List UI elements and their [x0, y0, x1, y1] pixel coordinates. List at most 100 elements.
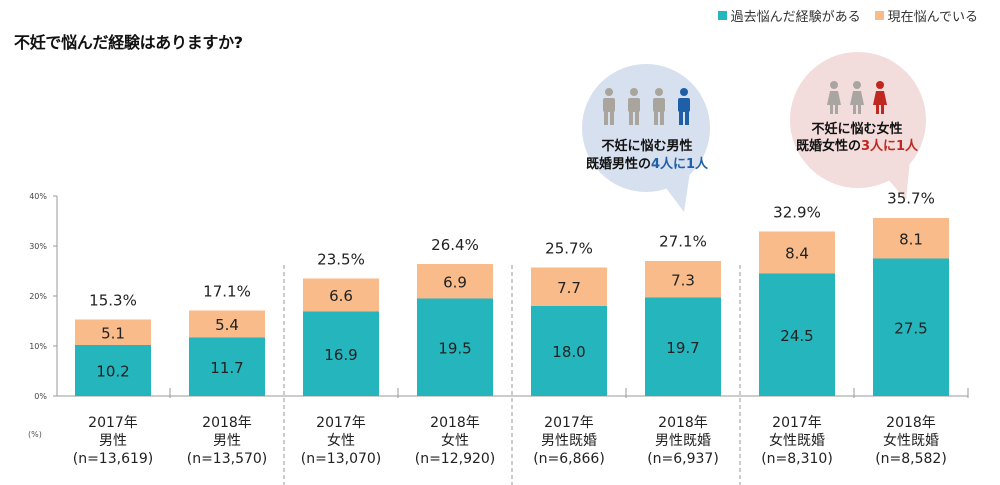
figure-leg [835, 105, 838, 114]
figure-head [680, 88, 688, 96]
data-label-past: 24.5 [780, 327, 813, 345]
bar-segment-past [303, 311, 379, 396]
data-label-past: 16.9 [324, 346, 357, 364]
figure-leg [610, 111, 614, 125]
callout-female-line1: 不妊に悩む女性 [811, 121, 902, 137]
total-label: 25.7% [545, 240, 593, 258]
callout-female-highlight: 3人に1人 [861, 138, 919, 154]
x-label-group: 男性 [99, 433, 127, 449]
bar-segment-current [189, 310, 265, 338]
figure-leg [679, 111, 683, 125]
data-label-current: 6.9 [443, 273, 467, 291]
x-label-year: 2017年 [316, 415, 366, 431]
figure-head [830, 81, 838, 89]
bar-segment-past [873, 258, 949, 396]
bar-segment-current [759, 231, 835, 274]
callout-female: 不妊に悩む女性 既婚女性の3人に1人 [790, 52, 926, 200]
callout-male-prefix: 既婚男性の [586, 156, 651, 172]
y-tick-label: 30% [29, 242, 47, 251]
callout-bubble-female [790, 52, 926, 188]
data-label-current: 7.3 [671, 271, 695, 289]
x-label-year: 2017年 [772, 415, 822, 431]
male-figure-icon [603, 88, 615, 125]
figure-head [630, 88, 638, 96]
figure-head [876, 81, 884, 89]
legend-swatch-past [717, 11, 727, 20]
x-label-group: 男性既婚 [655, 433, 711, 449]
callout-male-highlight: 4人に1人 [651, 156, 709, 172]
total-label: 26.4% [431, 236, 479, 254]
figure-head [853, 81, 861, 89]
callout-male: 不妊に悩む男性 既婚男性の4人に1人 [582, 64, 710, 212]
callout-male-line1: 不妊に悩む男性 [601, 138, 692, 154]
x-label-group: 男性 [213, 433, 241, 449]
legend-item-past: 過去悩んだ経験がある [717, 6, 861, 25]
total-label: 35.7% [887, 190, 935, 208]
callout-male-line2: 既婚男性の4人に1人 [586, 156, 709, 172]
data-label-current: 6.6 [329, 287, 353, 305]
bar-segment-past [531, 306, 607, 396]
bar-segment-past [417, 298, 493, 396]
figure-leg [881, 105, 884, 114]
figure-leg [660, 111, 664, 125]
figure-leg [635, 111, 639, 125]
figure-leg [629, 111, 633, 125]
x-label-year: 2018年 [430, 415, 480, 431]
figure-leg [654, 111, 658, 125]
male-figure-icon [653, 88, 665, 125]
x-label-group: 女性 [441, 432, 469, 449]
callout-tail-male [660, 172, 690, 212]
x-label-n: (n=12,920) [415, 451, 496, 467]
x-label-n: (n=13,619) [73, 451, 154, 467]
bar-segment-current [303, 278, 379, 312]
bars: 10.2 5.1 15.3% 11.7 5.4 17.1% 16.9 6.6 23.5% 19.5… [75, 190, 949, 396]
x-label-year: 2018年 [658, 415, 708, 431]
x-label-n: (n=6,937) [647, 451, 719, 467]
legend-label-past: 過去悩んだ経験がある [730, 10, 861, 25]
figure-leg [876, 105, 879, 114]
figure-leg [685, 111, 689, 125]
legend-label-current: 現在悩んでいる [887, 10, 978, 25]
data-label-past: 18.0 [552, 343, 585, 361]
figure-leg [853, 105, 856, 114]
data-label-current: 5.1 [101, 324, 125, 342]
x-label-n: (n=8,582) [875, 451, 947, 467]
male-figure-icon [628, 88, 640, 125]
y-tick-label: 20% [29, 292, 47, 301]
bar-segment-current [873, 218, 949, 259]
data-label-current: 7.7 [557, 279, 581, 297]
figure-torso [653, 98, 665, 112]
x-label-group: 男性既婚 [541, 433, 597, 449]
female-figure-icon [827, 81, 841, 114]
x-label-year: 2018年 [886, 415, 936, 431]
x-label-group: 女性 [327, 432, 355, 449]
figure-torso [628, 98, 640, 112]
callout-female-line2: 既婚女性の3人に1人 [796, 138, 919, 154]
y-tick-label: 0% [34, 392, 47, 401]
data-label-past: 19.7 [666, 339, 699, 357]
figure-dress [850, 91, 864, 105]
x-label-year: 2017年 [544, 415, 594, 431]
data-label-current: 5.4 [215, 316, 239, 334]
figure-head [605, 88, 613, 96]
figure-torso [603, 98, 615, 112]
total-label: 27.1% [659, 233, 707, 251]
bar-segment-past [75, 345, 151, 396]
bar-segment-current [531, 267, 607, 306]
total-label: 23.5% [317, 251, 365, 269]
figure-dress [873, 91, 887, 105]
x-label-n: (n=13,570) [187, 451, 268, 467]
bar-segment-past [645, 297, 721, 396]
legend-item-current: 現在悩んでいる [874, 6, 978, 25]
data-label-past: 27.5 [894, 319, 927, 337]
female-figure-icon-highlighted [873, 81, 887, 114]
data-label-past: 19.5 [438, 339, 471, 357]
callout-bubble-male [582, 64, 710, 192]
figure-torso [678, 98, 690, 112]
x-label-year: 2017年 [88, 415, 138, 431]
data-label-current: 8.4 [785, 245, 809, 263]
x-label-group: 女性既婚 [769, 432, 825, 449]
figure-leg [830, 105, 833, 114]
